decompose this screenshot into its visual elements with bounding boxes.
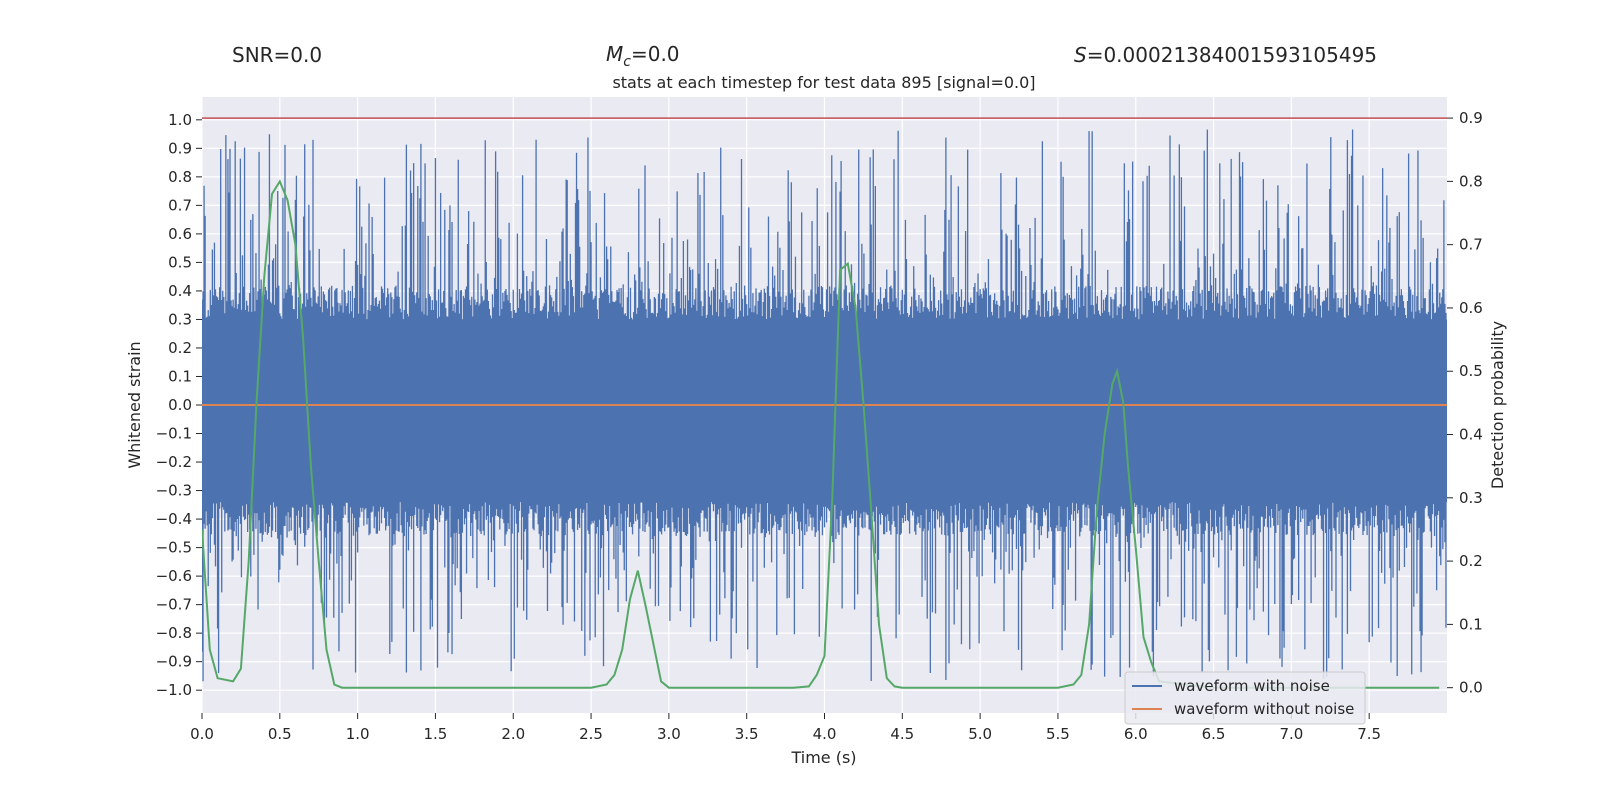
y-right-tick-label-3: 0.6 (1459, 299, 1483, 317)
x-tick-label-2: 1.0 (346, 725, 370, 743)
y-left-tick-label-6: 0.4 (168, 282, 192, 300)
x-tick-label-7: 3.5 (735, 725, 759, 743)
x-tick-label-6: 3.0 (657, 725, 681, 743)
y-right-tick-label-4: 0.5 (1459, 362, 1483, 380)
y-left-axis-label: Whitened strain (125, 341, 144, 468)
y-left-tick-label-4: 0.6 (168, 225, 192, 243)
x-tick-label-3: 1.5 (424, 725, 448, 743)
legend-frame (1124, 671, 1366, 725)
y-right-axis-label: Detection probability (1488, 321, 1507, 489)
y-left-tick-label-3: 0.7 (168, 196, 192, 214)
snr-label: SNR=0.0 (232, 43, 322, 67)
x-tick-label-14: 7.0 (1279, 725, 1303, 743)
x-tick-label-11: 5.5 (1046, 725, 1070, 743)
y-left-tick-label-14: −0.4 (156, 510, 192, 528)
y-left-tick-label-1: 0.9 (168, 139, 192, 157)
x-tick-label-8: 4.0 (813, 725, 837, 743)
y-left-tick-label-7: 0.3 (168, 310, 192, 328)
y-left-tick-label-9: 0.1 (168, 367, 192, 385)
y-right-axis-ticks: 0.9 0.8 0.7 0.6 0.5 0.4 0.3 0.2 0.1 0.0 (1447, 109, 1483, 697)
y-left-tick-label-10: 0.0 (168, 396, 192, 414)
y-left-tick-label-12: −0.2 (156, 453, 192, 471)
y-left-tick-label-11: −0.1 (156, 425, 192, 443)
x-tick-label-0: 0.0 (190, 725, 214, 743)
x-axis-ticks: 0.0 0.5 1.0 1.5 2.0 2.5 3.0 3.5 4.0 4.5 5.0 5.5 6.0 6… (190, 713, 1381, 743)
y-left-tick-label-18: −0.8 (156, 624, 192, 642)
y-right-tick-label-9: 0.0 (1459, 679, 1483, 697)
y-left-tick-label-5: 0.5 (168, 253, 192, 271)
x-tick-label-4: 2.0 (501, 725, 525, 743)
x-axis-label: Time (s) (790, 748, 856, 767)
s-symbol: S (1074, 43, 1087, 67)
y-left-tick-label-17: −0.7 (156, 596, 192, 614)
x-tick-label-15: 7.5 (1357, 725, 1381, 743)
legend-label-with-noise: waveform with noise (1174, 677, 1330, 695)
x-tick-label-1: 0.5 (268, 725, 292, 743)
mc-subscript: c (623, 54, 631, 70)
s-value: =0.00021384001593105495 (1087, 43, 1377, 67)
y-left-tick-label-2: 0.8 (168, 168, 192, 186)
y-left-tick-label-8: 0.2 (168, 339, 192, 357)
y-left-tick-label-16: −0.6 (156, 567, 192, 585)
y-right-tick-label-1: 0.8 (1459, 172, 1483, 190)
y-right-tick-label-2: 0.7 (1459, 236, 1483, 254)
x-tick-label-12: 6.0 (1124, 725, 1148, 743)
y-left-tick-label-13: −0.3 (156, 482, 192, 500)
y-right-tick-label-6: 0.3 (1459, 489, 1483, 507)
mc-value: =0.0 (631, 42, 680, 66)
mc-label: Mc=0.0 (606, 42, 680, 70)
y-right-tick-label-7: 0.2 (1459, 552, 1483, 570)
y-right-tick-label-5: 0.4 (1459, 426, 1483, 444)
y-left-tick-label-0: 1.0 (168, 111, 192, 129)
legend-label-without-noise: waveform without noise (1174, 700, 1354, 718)
x-tick-label-13: 6.5 (1202, 725, 1226, 743)
y-left-tick-label-20: −1.0 (156, 681, 192, 699)
s-label: S=0.00021384001593105495 (1074, 43, 1377, 67)
y-left-axis-ticks: 1.0 0.9 0.8 0.7 0.6 0.5 0.4 0.3 0.2 0.1 0.0 −0.1 −0.… (156, 111, 202, 699)
series-detection-probability (202, 179, 1440, 689)
y-right-tick-label-8: 0.1 (1459, 615, 1483, 633)
y-right-tick-label-0: 0.9 (1459, 109, 1483, 127)
mc-symbol: M (606, 42, 623, 66)
x-tick-label-5: 2.5 (579, 725, 603, 743)
chart-title: stats at each timestep for test data 895… (612, 73, 1035, 92)
x-tick-label-9: 4.5 (890, 725, 914, 743)
legend: waveform with noise waveform without noi… (1124, 671, 1366, 725)
x-tick-label-10: 5.0 (968, 725, 992, 743)
y-left-tick-label-19: −0.9 (156, 653, 192, 671)
y-left-tick-label-15: −0.5 (156, 539, 192, 557)
